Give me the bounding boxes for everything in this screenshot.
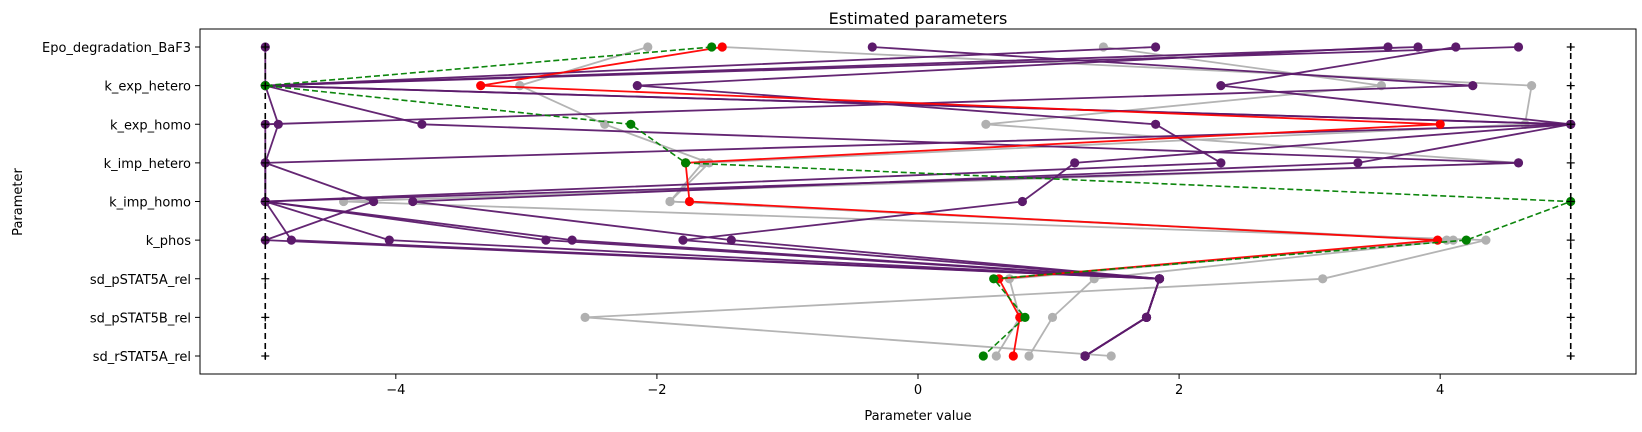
chart-title: Estimated parameters [829,9,1008,28]
y-tick-label: k_exp_homo [110,118,191,133]
series-point [684,196,695,207]
series-line [668,46,1533,357]
series-point [1141,312,1152,322]
y-tick-label: k_exp_hetero [104,80,191,95]
series-line [265,46,1571,357]
series-point [541,235,551,245]
series-point [1154,274,1165,284]
series-point [1216,81,1226,91]
x-tick-label: −4 [386,383,405,398]
y-tick-label: sd_pSTAT5B_rel [90,311,191,326]
series-point [1461,235,1471,245]
series-point [408,196,418,207]
series-point [707,42,717,52]
series-point [1481,235,1491,245]
series-point [384,235,394,245]
series-point [1318,274,1328,284]
series-point [1383,42,1393,52]
series-point [417,119,427,129]
series-line [265,46,1519,357]
series-point [726,235,736,245]
series-point [1151,119,1161,129]
series-point [515,81,525,91]
series-point [665,196,675,207]
series-point [286,235,296,245]
series-point [369,196,379,207]
y-tick-label: Epo_degradation_BaF3 [42,41,191,56]
series-point [1106,351,1116,361]
series-point [273,119,283,129]
series-point [678,235,688,245]
series-point [681,158,691,168]
series-point [1435,119,1445,129]
series-point [1008,351,1018,361]
series-point [981,119,991,129]
series-point [717,42,727,52]
series-point [1047,312,1058,322]
series-11 [260,42,1576,361]
series-point [1513,42,1524,52]
series-point [1017,196,1027,207]
series-point [1442,235,1452,245]
x-tick-label: 4 [1436,383,1444,398]
series-point [1353,158,1363,168]
series-point [1151,42,1161,52]
series-point [632,81,642,91]
series-7 [678,42,1576,361]
series-point [1004,274,1015,284]
series-point [1451,42,1461,52]
series-line [682,46,1571,357]
series-point [1513,158,1524,168]
series-point [580,312,590,322]
series-point [991,351,1001,361]
series-point [1527,81,1537,91]
series-point [989,274,999,284]
x-tick-label: 2 [1175,383,1183,398]
y-axis-label: Parameter [11,168,26,236]
series-point [1468,81,1478,91]
y-tick-label: sd_rSTAT5A_rel [93,350,191,365]
series-point [1020,312,1030,322]
series-point [1070,158,1080,168]
series-9 [260,42,1576,361]
series-10 [476,42,1445,361]
series-point [643,42,653,52]
series-line [264,47,1571,357]
x-axis-label: Parameter value [864,409,971,424]
series-point [1448,235,1458,245]
series-point [867,42,877,52]
bound-lines [261,43,1575,360]
y-tick-label: k_imp_hetero [104,157,191,172]
x-tick-label: −2 [647,383,666,398]
series-point [1216,158,1226,168]
series-line [265,46,1571,357]
series-point [1080,351,1090,361]
x-tick-label: 0 [914,383,922,398]
y-tick-label: sd_pSTAT5A_rel [90,273,191,288]
series-point [567,235,577,245]
series-point [978,351,988,361]
series-point [1024,351,1034,361]
y-axis: Epo_degradation_BaF3 k_exp_hetero k_exp_ho… [42,41,200,365]
x-axis: −4 −2 0 2 4 [386,374,1444,398]
series-2 [665,42,1537,361]
series-point [476,81,486,91]
y-tick-label: k_imp_homo [109,196,191,211]
plot-series [260,42,1576,361]
y-tick-label: k_phos [146,234,191,249]
series-point [626,119,636,129]
series-8 [260,42,1576,361]
